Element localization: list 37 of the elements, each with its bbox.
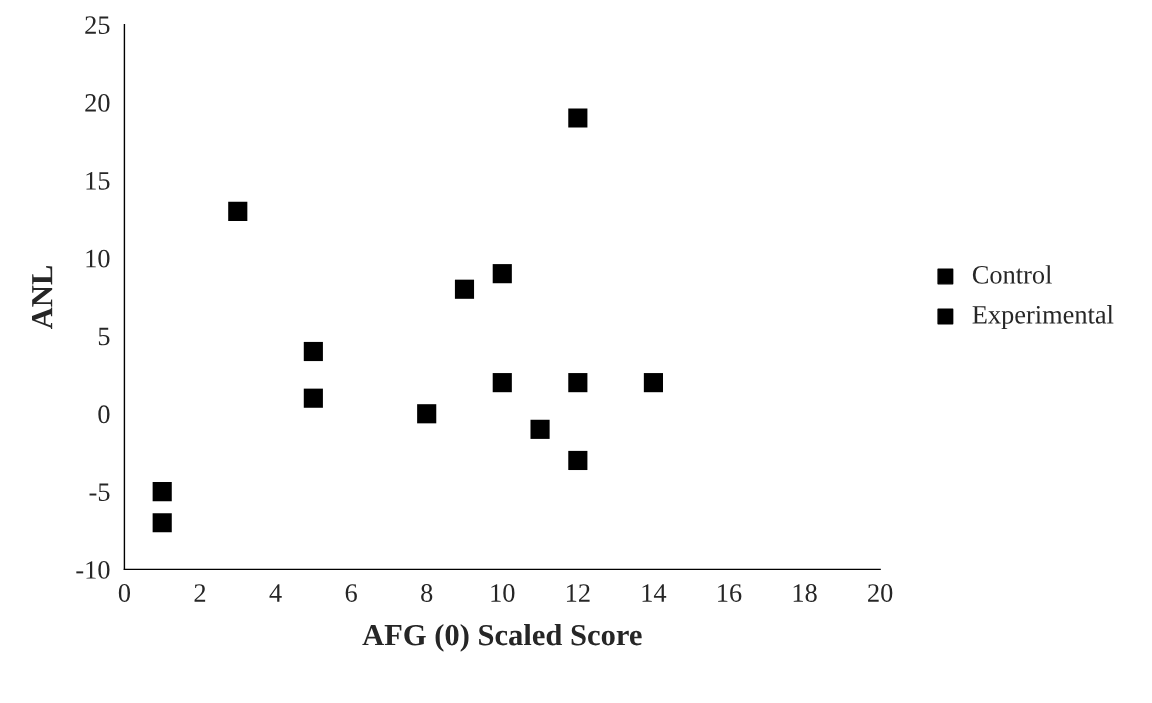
x-tick-label: 14 — [642, 584, 667, 602]
legend-label: Control — [972, 265, 1052, 284]
point — [568, 450, 588, 471]
point — [417, 404, 437, 424]
point — [568, 373, 588, 393]
y-tick-label: -10 — [76, 561, 110, 579]
x-tick-label: 8 — [421, 584, 433, 602]
y-tick-label: 20 — [85, 94, 110, 112]
x-tick-label: 16 — [718, 584, 742, 602]
x-tick-label: 4 — [269, 584, 282, 602]
y-axis-title: ANL — [32, 266, 53, 329]
y-tick-label: 5 — [98, 327, 110, 346]
point — [492, 264, 512, 284]
point — [228, 201, 248, 221]
x-tick-label: 18 — [793, 584, 817, 602]
x-tick-label: 12 — [566, 584, 590, 602]
legend-label: Experimental — [972, 305, 1114, 330]
point — [492, 373, 512, 393]
point — [568, 108, 588, 128]
x-tick-label: 0 — [118, 584, 131, 602]
point — [152, 513, 172, 533]
y-tick-label: 10 — [86, 249, 110, 268]
y-tick-label: 25 — [85, 16, 110, 35]
point — [303, 341, 323, 362]
point — [454, 279, 475, 299]
point — [152, 482, 172, 502]
y-tick-label: 15 — [86, 172, 110, 190]
y-tick-label: -5 — [89, 483, 110, 502]
point — [530, 419, 550, 439]
point — [643, 373, 663, 393]
x-tick-label: 6 — [345, 584, 357, 602]
x-tick-label: 2 — [194, 584, 206, 602]
x-tick-label: 20 — [868, 584, 893, 602]
point — [303, 388, 323, 408]
y-tick-label: 0 — [98, 405, 110, 424]
x-tick-label: 10 — [491, 584, 515, 602]
x-axis-title: AFG (0) Scaled Score — [362, 623, 642, 652]
